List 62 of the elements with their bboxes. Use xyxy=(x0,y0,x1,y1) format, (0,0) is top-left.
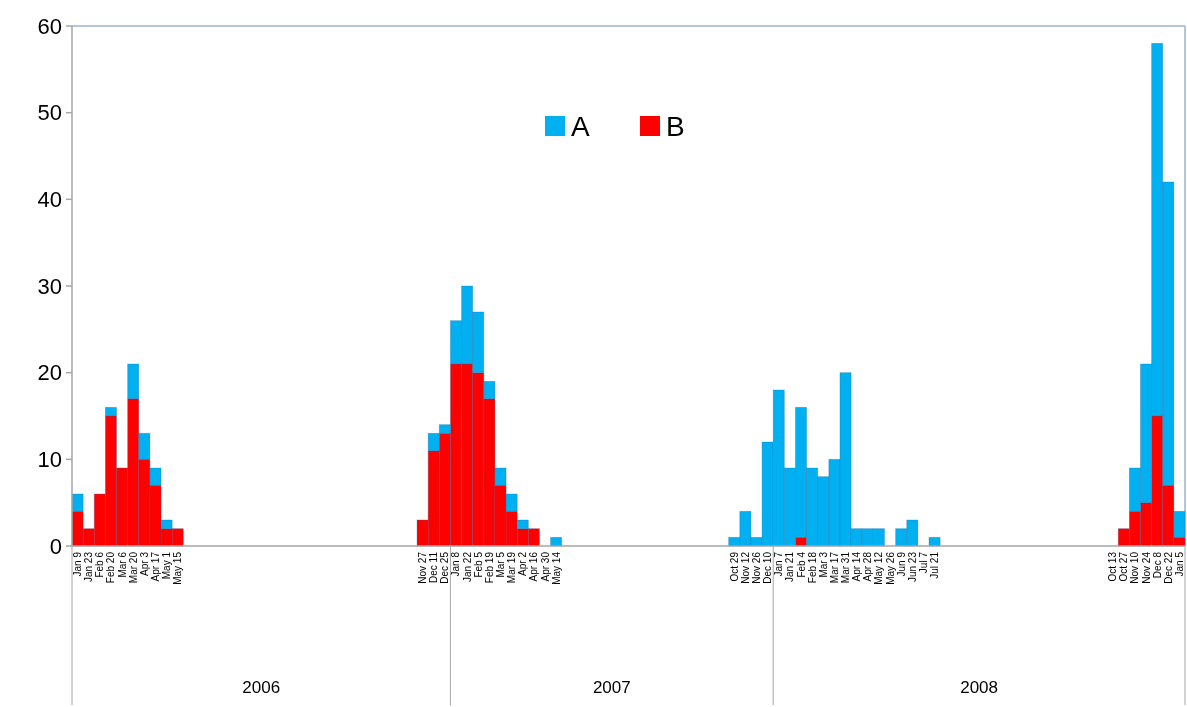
x-tick-label: Jun 23 xyxy=(906,551,918,583)
x-tick-label: May 12 xyxy=(873,551,885,585)
y-tick-label: 60 xyxy=(37,13,62,39)
x-tick-label: May 15 xyxy=(172,551,184,585)
x-tick-label: Jan 9 xyxy=(72,551,84,577)
x-tick-label: May 1 xyxy=(161,551,173,580)
y-tick-label: 0 xyxy=(49,533,62,559)
x-tick-label: May 26 xyxy=(884,551,896,585)
x-tick-label: Feb 19 xyxy=(483,551,495,584)
x-tick-label: Nov 24 xyxy=(1140,551,1152,584)
x-tick-label: Jan 8 xyxy=(450,551,462,577)
x-tick-label: Dec 25 xyxy=(439,551,451,584)
x-tick-label: Jun 9 xyxy=(895,551,907,577)
y-tick-label: 50 xyxy=(37,100,62,126)
x-tick-label: Apr 3 xyxy=(138,551,150,576)
x-tick-label: Apr 16 xyxy=(528,551,540,582)
legend-label: A xyxy=(571,110,590,142)
legend-label: B xyxy=(666,110,685,142)
x-tick-label: May 14 xyxy=(550,551,562,585)
x-tick-label: Mar 6 xyxy=(116,551,128,578)
x-tick-label: Apr 2 xyxy=(517,551,529,576)
bar xyxy=(928,536,941,547)
x-tick-label: Oct 29 xyxy=(728,551,740,582)
x-tick-label: Jan 21 xyxy=(784,551,796,583)
x-tick-label: Mar 3 xyxy=(817,551,829,578)
x-tick-label: Nov 10 xyxy=(1129,551,1141,584)
x-tick-label: Nov 12 xyxy=(739,551,751,584)
x-tick-label: Jul 21 xyxy=(929,551,941,579)
x-tick-label: Apr 28 xyxy=(862,551,874,582)
x-tick-label: Apr 17 xyxy=(149,551,161,582)
x-tick-label: Feb 6 xyxy=(94,551,106,578)
x-tick-label: Mar 19 xyxy=(506,551,518,584)
x-tick-label: Feb 18 xyxy=(806,551,818,584)
text: 2007 xyxy=(592,678,631,697)
x-tick-label: Feb 5 xyxy=(472,551,484,578)
x-tick-label: Jan 5 xyxy=(1173,551,1185,577)
y-tick-label: 10 xyxy=(37,447,62,473)
y-tick-label: 20 xyxy=(37,360,62,386)
x-tick-label: Jan 22 xyxy=(461,551,473,583)
x-tick-label: Mar 17 xyxy=(828,551,840,584)
x-tick-label: Dec 11 xyxy=(428,551,440,583)
x-tick-label: Dec 8 xyxy=(1151,551,1163,579)
text: 2006 xyxy=(242,678,281,697)
x-tick-label: Dec 22 xyxy=(1162,551,1174,584)
x-tick-label: Feb 20 xyxy=(105,551,117,584)
x-tick-label: Nov 27 xyxy=(417,551,429,584)
x-tick-label: Mar 31 xyxy=(840,551,852,584)
x-tick-label: Dec 10 xyxy=(762,551,774,584)
x-tick-label: Mar 5 xyxy=(495,551,507,578)
x-tick-label: Jul 7 xyxy=(917,551,929,574)
x-tick-label: Feb 4 xyxy=(795,551,807,578)
y-tick-label: 40 xyxy=(37,187,62,213)
y-tick-label: 30 xyxy=(37,273,62,299)
x-tick-label: Jan 23 xyxy=(83,551,95,583)
x-tick-label: Oct 27 xyxy=(1118,551,1130,582)
x-tick-label: Jan 7 xyxy=(773,551,785,577)
x-tick-label: Nov 26 xyxy=(750,551,762,584)
x-tick-label: Apr 14 xyxy=(851,551,863,582)
x-tick-label: Apr 30 xyxy=(539,551,551,582)
x-tick-label: Mar 20 xyxy=(127,551,139,584)
text: 2008 xyxy=(960,678,999,697)
x-tick-label: Oct 13 xyxy=(1107,551,1119,582)
